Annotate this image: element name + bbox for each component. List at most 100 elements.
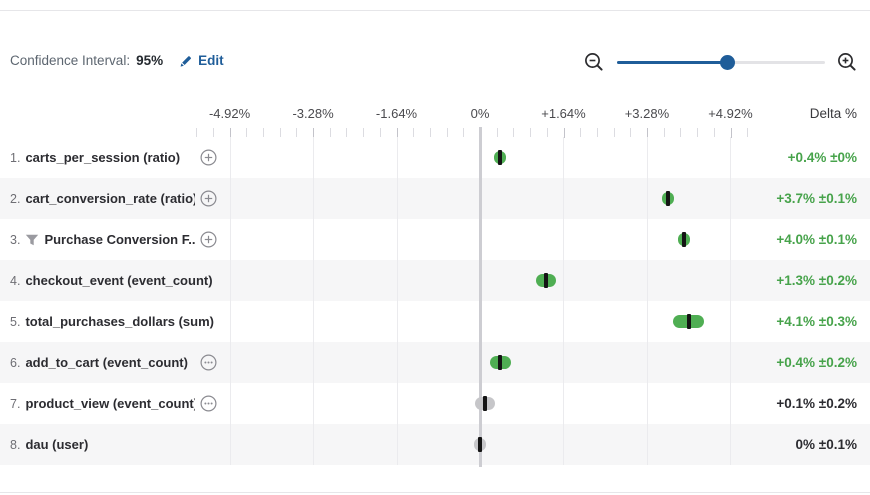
funnel-icon [25, 234, 39, 246]
confidence-interval-marker[interactable] [474, 437, 486, 452]
axis-tick-label: +3.28% [624, 106, 670, 121]
axis-tick [363, 128, 365, 137]
axis-header-row: -4.92% -3.28% -1.64% 0% +1.64% +3.28% +4.92% [0, 106, 870, 124]
delta-value: +1.3% ±0.2% [776, 273, 857, 288]
zoom-slider-thumb[interactable] [720, 55, 736, 70]
axis-tick-label: 0% [470, 106, 490, 121]
delta-value: +0.4% ±0.2% [776, 355, 857, 370]
axis-tick [563, 128, 565, 138]
delta-value: 0% ±0.1% [795, 437, 857, 452]
metric-rank: 8. [10, 437, 21, 452]
axis-tick [396, 128, 398, 138]
delta-value: +3.7% ±0.1% [776, 191, 857, 206]
edit-confidence-interval-link[interactable]: Edit [179, 53, 224, 68]
zoom-slider-fill [617, 61, 728, 64]
pencil-icon [179, 54, 193, 68]
confidence-interval-bar: Confidence Interval: 95% Edit [10, 53, 224, 68]
axis-tick [663, 128, 665, 137]
ellipsis-circle-icon[interactable] [200, 395, 217, 412]
magnifier-plus-icon [838, 53, 856, 71]
zoom-in-button[interactable] [836, 51, 858, 73]
metric-label-cell: 5. total_purchases_dollars (sum) [10, 301, 217, 342]
confidence-interval-marker[interactable] [494, 150, 507, 165]
point-estimate-bar [498, 150, 503, 165]
axis-tick-label: -3.28% [292, 106, 334, 121]
delta-value: +4.0% ±0.1% [776, 232, 857, 247]
metric-row[interactable]: 2. cart_conversion_rate (ratio) +3.7% ±0.1… [0, 178, 870, 219]
metric-row[interactable]: 7. product_view (event_count) +0.1% ±0.2% [0, 383, 870, 424]
axis-tick [713, 128, 715, 137]
axis-tick-label: +1.64% [541, 106, 586, 121]
axis-tick [596, 128, 598, 137]
metric-label-cell: 7. product_view (event_count) [10, 383, 217, 424]
point-estimate-bar [478, 437, 482, 452]
metric-row[interactable]: 5. total_purchases_dollars (sum) +4.1% ±0.… [0, 301, 870, 342]
axis-tick-label: -4.92% [208, 106, 251, 121]
metric-label-cell: 2. cart_conversion_rate (ratio) [10, 178, 217, 219]
axis-tick [730, 128, 732, 138]
delta-value: +0.4% ±0% [787, 150, 857, 165]
metric-rank: 7. [10, 396, 21, 411]
metric-name: total_purchases_dollars (sum) [25, 314, 214, 329]
metric-row[interactable]: 3. Purchase Conversion F... +4.0% ±0.1% [0, 219, 870, 260]
zoom-slider-track[interactable] [617, 55, 825, 70]
confidence-interval-label: Confidence Interval: [10, 53, 131, 68]
point-estimate-bar [483, 396, 488, 411]
confidence-interval-marker[interactable] [677, 232, 690, 247]
metric-rank: 5. [10, 314, 21, 329]
axis-tick [279, 128, 281, 137]
axis-tick [346, 128, 348, 137]
confidence-interval-marker[interactable] [662, 191, 675, 206]
point-estimate-bar [544, 273, 549, 288]
metric-name: product_view (event_count) [25, 396, 195, 411]
axis-tick [463, 128, 465, 137]
confidence-interval-marker[interactable] [474, 396, 496, 411]
metric-row[interactable]: 4. checkout_event (event_count) +1.3% ±0.2… [0, 260, 870, 301]
plus-circle-icon[interactable] [200, 149, 217, 166]
delta-column-header: Delta % [809, 106, 857, 121]
metric-row[interactable]: 1. carts_per_session (ratio) +0.4% ±0% [0, 137, 870, 178]
axis-tick-label: +4.92% [708, 106, 753, 121]
metric-row[interactable]: 6. add_to_cart (event_count) +0.4% ±0.2% [0, 342, 870, 383]
axis-tick [329, 128, 331, 137]
metrics-chart-rows: 1. carts_per_session (ratio) +0.4% ±0% 2. ca… [0, 137, 870, 465]
axis-tick [229, 128, 231, 138]
point-estimate-bar [666, 191, 671, 206]
axis-tick [262, 128, 264, 137]
metric-label-cell: 3. Purchase Conversion F... [10, 219, 217, 260]
metric-rank: 4. [10, 273, 21, 288]
axis-tick [680, 128, 682, 137]
metric-label-cell: 6. add_to_cart (event_count) [10, 342, 217, 383]
axis-tick [296, 128, 298, 137]
confidence-interval-marker[interactable] [673, 314, 704, 329]
plus-circle-icon[interactable] [200, 231, 217, 248]
confidence-interval-marker[interactable] [535, 273, 557, 288]
metric-rank: 2. [10, 191, 21, 206]
confidence-interval-marker[interactable] [490, 355, 511, 370]
metric-name: carts_per_session (ratio) [25, 150, 181, 165]
metric-label-cell: 1. carts_per_session (ratio) [10, 137, 217, 178]
axis-tick [212, 128, 214, 137]
metric-name: cart_conversion_rate (ratio) [25, 191, 195, 206]
axis-tick [580, 128, 582, 137]
metric-label-cell: 8. dau (user) [10, 424, 217, 465]
metric-row[interactable]: 8. dau (user) 0% ±0.1% [0, 424, 870, 465]
metric-name: dau (user) [25, 437, 89, 452]
axis-tick [747, 128, 749, 137]
axis-tick-label: -1.64% [375, 106, 418, 121]
axis-tick [530, 128, 532, 137]
axis-tick [379, 128, 381, 137]
axis-tick [513, 128, 515, 137]
point-estimate-bar [686, 314, 691, 329]
axis-tick [313, 128, 314, 138]
zoom-out-button[interactable] [583, 51, 605, 73]
axis-tick [630, 128, 632, 137]
axis-tick [697, 128, 699, 137]
metric-label-cell: 4. checkout_event (event_count) [10, 260, 217, 301]
ellipsis-circle-icon[interactable] [200, 354, 217, 371]
axis-tick [429, 128, 431, 137]
axis-tick [246, 128, 248, 137]
plus-circle-icon[interactable] [200, 190, 217, 207]
metric-name: checkout_event (event_count) [25, 273, 213, 288]
